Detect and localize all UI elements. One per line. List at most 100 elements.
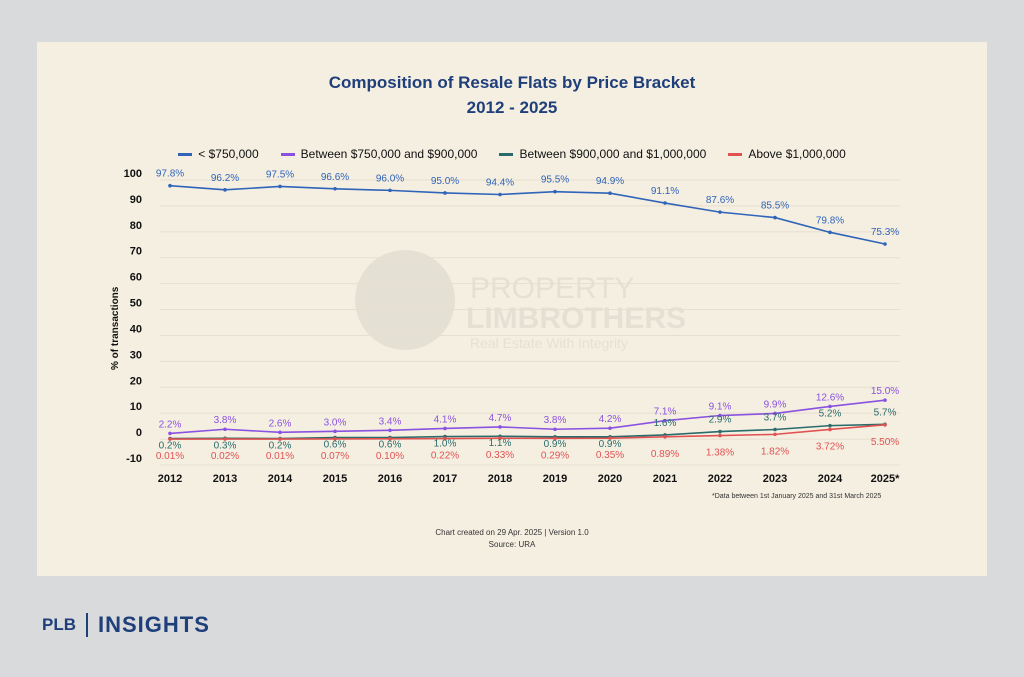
y-tick-label: 10 xyxy=(130,401,142,413)
data-label: 91.1% xyxy=(651,186,679,197)
data-point xyxy=(608,436,612,440)
x-tick-label: 2025* xyxy=(871,473,900,485)
data-point xyxy=(498,436,502,441)
data-label: 97.8% xyxy=(156,169,184,180)
data-label: 0.6% xyxy=(379,440,402,451)
data-point xyxy=(718,429,722,434)
y-tick-label: 100 xyxy=(124,168,142,180)
watermark-tagline: Real Estate With Integrity xyxy=(470,335,628,351)
data-point xyxy=(883,398,887,403)
legend-label: < $750,000 xyxy=(198,147,259,161)
y-tick-label: 80 xyxy=(130,220,142,232)
source-note: Source: URA xyxy=(488,540,536,549)
data-label: 3.7% xyxy=(764,413,787,424)
data-label: 3.8% xyxy=(214,415,237,426)
data-label: 4.2% xyxy=(599,414,622,425)
data-label: 0.3% xyxy=(214,440,237,451)
data-label: 0.10% xyxy=(376,451,404,462)
data-point xyxy=(168,183,172,188)
data-label: 0.35% xyxy=(596,450,624,461)
y-tick-label: 40 xyxy=(130,323,142,335)
data-label: 0.01% xyxy=(266,451,294,462)
data-point xyxy=(773,427,777,432)
legend-label: Between $900,000 and $1,000,000 xyxy=(519,147,707,161)
legend-item-under-750k: < $750,000 xyxy=(178,147,259,161)
data-label: 96.2% xyxy=(211,173,239,184)
data-label: 0.9% xyxy=(599,439,622,450)
watermark-line1: PROPERTY xyxy=(470,272,635,305)
data-label: 96.6% xyxy=(321,172,349,183)
data-point xyxy=(388,437,392,441)
chart-panel xyxy=(37,42,987,576)
data-point xyxy=(663,418,667,423)
data-label: 0.33% xyxy=(486,450,514,461)
data-point xyxy=(828,404,832,409)
y-tick-label: -10 xyxy=(126,453,142,465)
footnote: *Data between 1st January 2025 and 31st … xyxy=(712,493,882,500)
data-point xyxy=(828,230,832,235)
data-label: 94.9% xyxy=(596,176,624,187)
data-point xyxy=(498,425,502,429)
chart-title: Composition of Resale Flats by Price Bra… xyxy=(328,73,696,92)
brand-logo: PLB INSIGHTS xyxy=(42,612,210,638)
data-point xyxy=(553,436,557,441)
data-label: 79.8% xyxy=(816,215,844,226)
y-tick-label: 70 xyxy=(130,246,142,258)
data-label: 0.2% xyxy=(159,441,182,452)
legend-swatch xyxy=(728,152,743,156)
data-label: 5.7% xyxy=(874,407,897,418)
data-label: 0.29% xyxy=(541,450,569,461)
data-point xyxy=(223,437,227,441)
x-tick-label: 2018 xyxy=(488,473,512,485)
data-point xyxy=(773,215,777,220)
data-label: 4.7% xyxy=(489,413,512,424)
data-point xyxy=(828,423,832,428)
data-point xyxy=(168,431,172,436)
data-label: 85.5% xyxy=(761,201,789,212)
data-point xyxy=(663,434,667,439)
data-label: 3.0% xyxy=(324,417,347,428)
x-tick-label: 2024 xyxy=(818,473,843,485)
data-label: 7.1% xyxy=(654,407,677,418)
data-label: 0.07% xyxy=(321,451,349,462)
legend-label: Between $750,000 and $900,000 xyxy=(300,147,478,161)
watermark-line2: LIMBROTHERS xyxy=(466,302,686,335)
series-line xyxy=(169,424,886,440)
data-label: 2.2% xyxy=(159,419,182,430)
x-tick-label: 2021 xyxy=(653,473,677,485)
data-point xyxy=(333,437,337,441)
legend-swatch xyxy=(499,152,514,156)
data-point xyxy=(718,433,722,438)
data-point xyxy=(388,428,392,433)
data-point xyxy=(333,187,337,191)
y-tick-label: 20 xyxy=(130,375,142,387)
x-tick-label: 2013 xyxy=(213,473,237,485)
data-point xyxy=(718,413,722,418)
y-tick-label: 50 xyxy=(130,298,142,310)
data-point xyxy=(883,242,887,246)
legend-item-above-1m: Above $1,000,000 xyxy=(728,147,846,161)
data-label: 3.8% xyxy=(544,415,567,426)
data-point xyxy=(883,423,887,427)
series-line xyxy=(169,399,886,435)
y-tick-label: 60 xyxy=(130,272,142,284)
data-label: 1.0% xyxy=(434,439,457,450)
x-tick-label: 2022 xyxy=(708,473,732,485)
x-tick-label: 2014 xyxy=(268,473,293,485)
data-point xyxy=(608,426,612,431)
brand-plb: PLB xyxy=(42,615,76,634)
data-label: 0.01% xyxy=(156,451,184,462)
data-label: 15.0% xyxy=(871,386,899,397)
data-label: 2.6% xyxy=(269,418,292,429)
data-label: 0.22% xyxy=(431,451,459,462)
data-label: 96.0% xyxy=(376,173,404,184)
data-point xyxy=(443,436,447,441)
x-tick-label: 2015 xyxy=(323,473,347,485)
legend-swatch xyxy=(280,152,295,156)
data-label: 1.6% xyxy=(654,418,677,429)
data-point xyxy=(663,201,667,205)
x-tick-label: 2023 xyxy=(763,473,787,485)
data-label: 12.6% xyxy=(816,392,844,403)
x-tick-label: 2019 xyxy=(543,473,567,485)
